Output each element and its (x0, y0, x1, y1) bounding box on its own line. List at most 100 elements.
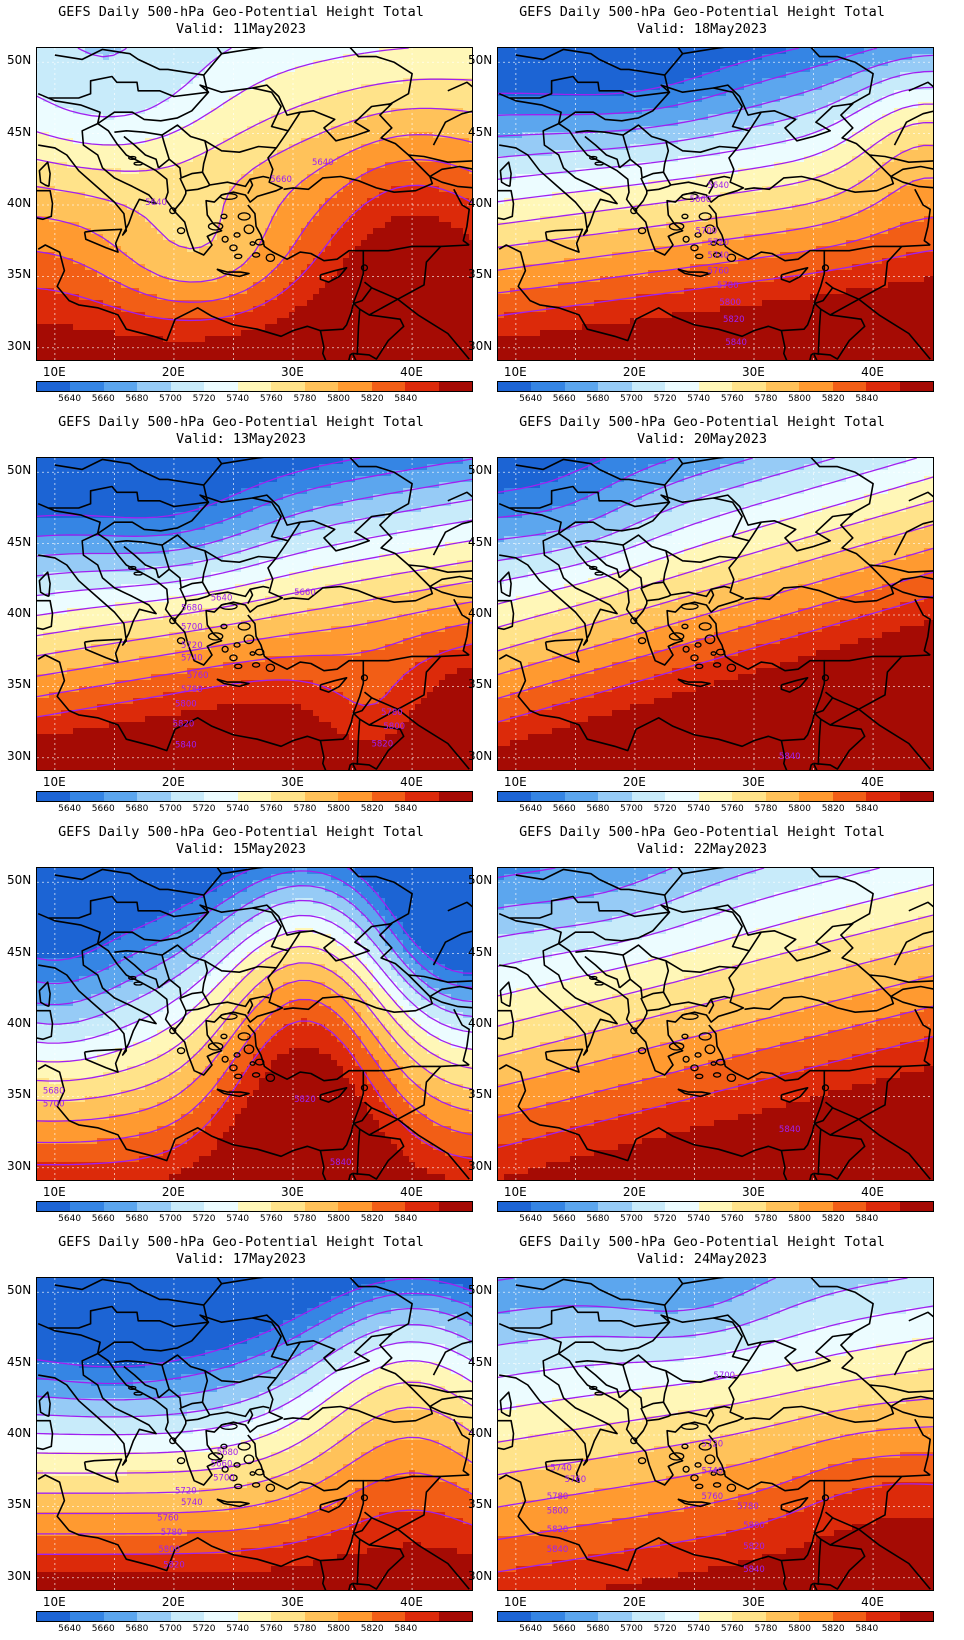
map-svg: 5640 5680 5660 5700 5720 5740 5760 5780 5800 5820… (37, 458, 472, 770)
colorbar-swatch (37, 792, 71, 801)
colorbar-level-label: 5660 (92, 804, 115, 814)
contour-label: 5720 (702, 1439, 724, 1449)
valid-date-label: Valid: 18May2023 (461, 21, 943, 38)
colorbar (36, 1611, 473, 1622)
contour-label: 5720 (707, 238, 729, 248)
colorbar-swatch (631, 792, 666, 801)
longitude-label: 40E (400, 1185, 423, 1199)
longitude-label: 10E (43, 365, 66, 379)
colorbar-level-label: 5640 (519, 804, 542, 814)
contour-label: 5820 (723, 315, 745, 325)
colorbar-level-label: 5800 (327, 804, 350, 814)
colorbar-swatch (564, 1202, 599, 1211)
colorbar-swatch (271, 1202, 305, 1211)
map-panel: GEFS Daily 500-hPa Geo-Potential Height … (461, 1230, 943, 1640)
latitude-label: 30N (7, 1569, 31, 1583)
colorbar-swatch (531, 1612, 565, 1621)
colorbar-level-label: 5740 (226, 1624, 249, 1634)
colorbar-swatch (732, 1612, 766, 1621)
colorbar-swatch (832, 1202, 867, 1211)
latitude-label: 40N (468, 1016, 492, 1030)
colorbar-swatch (631, 382, 666, 391)
contour-label: 5640 (707, 181, 729, 191)
latitude-label: 30N (7, 749, 31, 763)
panel-title: GEFS Daily 500-hPa Geo-Potential Height … (461, 414, 943, 431)
colorbar-level-label: 5680 (125, 804, 148, 814)
colorbar-swatch (598, 382, 632, 391)
longitude-label: 40E (400, 365, 423, 379)
colorbar-level-label: 5760 (721, 804, 744, 814)
colorbar-swatch (70, 1612, 104, 1621)
colorbar-swatch (498, 792, 532, 801)
height-field-map: 5640 5660 5700 5720 5740 5760 5780 5800 5820 5840 (497, 47, 934, 361)
contour-label: 5660 (294, 588, 316, 598)
colorbar-swatch (338, 1612, 372, 1621)
colorbar-level-label: 5800 (788, 394, 811, 404)
valid-date-label: Valid: 13May2023 (0, 431, 482, 448)
colorbar-swatch (765, 382, 800, 391)
longitude-label: 40E (861, 1595, 884, 1609)
longitude-label: 30E (742, 775, 765, 789)
filled-contours (498, 868, 933, 1180)
contour-label: 5680 (43, 1087, 65, 1097)
colorbar-swatch (866, 1202, 900, 1211)
colorbar-level-label: 5840 (855, 1214, 878, 1224)
latitude-label: 30N (468, 749, 492, 763)
colorbar-swatch (832, 1612, 867, 1621)
colorbar-swatch (498, 1612, 532, 1621)
colorbar-swatch (531, 382, 565, 391)
colorbar-swatch (271, 792, 305, 801)
colorbar-level-label: 5680 (125, 1624, 148, 1634)
colorbar-level-label: 5760 (260, 1214, 283, 1224)
colorbar-swatch (237, 1612, 272, 1621)
colorbar-swatch (765, 1612, 800, 1621)
colorbar-swatch (103, 1202, 138, 1211)
colorbar-swatch (37, 1612, 71, 1621)
contour-label: 5780 (181, 685, 203, 695)
contour-label: 5840 (743, 1565, 765, 1575)
colorbar-level-label: 5840 (855, 1624, 878, 1634)
colorbar-swatch (304, 792, 339, 801)
latitude-label: 50N (7, 53, 31, 67)
latitude-label: 35N (468, 267, 492, 281)
colorbar-level-label: 5800 (788, 1214, 811, 1224)
longitude-label: 20E (623, 365, 646, 379)
contour-label: 5780 (161, 1528, 183, 1538)
contour-label: 5820 (163, 1561, 185, 1571)
colorbar-swatch (170, 1612, 205, 1621)
contour-label: 5780 (547, 1492, 569, 1502)
contour-lines (37, 48, 472, 322)
colorbar-swatch (564, 1612, 599, 1621)
colorbar-swatch (866, 792, 900, 801)
colorbar-swatch (103, 382, 138, 391)
contour-label: 5840 (725, 338, 747, 348)
contour-labels: 5640 5680 5660 5700 5720 5740 5760 5780 5800 5820… (173, 588, 405, 751)
colorbar-level-label: 5760 (721, 1624, 744, 1634)
colorbar-swatch (899, 1202, 934, 1211)
colorbar-swatch (765, 792, 800, 801)
longitude-label: 40E (861, 1185, 884, 1199)
colorbar-swatch (531, 1202, 565, 1211)
contour-label: 5760 (157, 1514, 179, 1524)
latitude-label: 45N (7, 535, 31, 549)
contour-lines (498, 458, 933, 723)
contour-label: 5740 (550, 1464, 572, 1474)
contour-label: 5660 (690, 195, 712, 205)
contour-label: 5700 (696, 227, 718, 237)
colorbar-level-label: 5660 (553, 1214, 576, 1224)
latitude-label: 45N (468, 1355, 492, 1369)
colorbar-swatch (204, 792, 238, 801)
coastlines-borders (498, 458, 933, 770)
contour-label: 5640 (312, 158, 334, 168)
colorbar-level-label: 5640 (519, 1624, 542, 1634)
colorbar-level-label: 5820 (361, 1624, 384, 1634)
colorbar-swatch (665, 1202, 699, 1211)
longitude-label: 30E (281, 365, 304, 379)
colorbar-swatch (866, 1612, 900, 1621)
height-field-map: 5700 5720 5740 5740 5760 5760 5780 5780 5800 5800… (497, 1277, 934, 1591)
contour-label: 5740 (181, 1498, 203, 1508)
colorbar-level-label: 5700 (159, 804, 182, 814)
colorbar (497, 791, 934, 802)
